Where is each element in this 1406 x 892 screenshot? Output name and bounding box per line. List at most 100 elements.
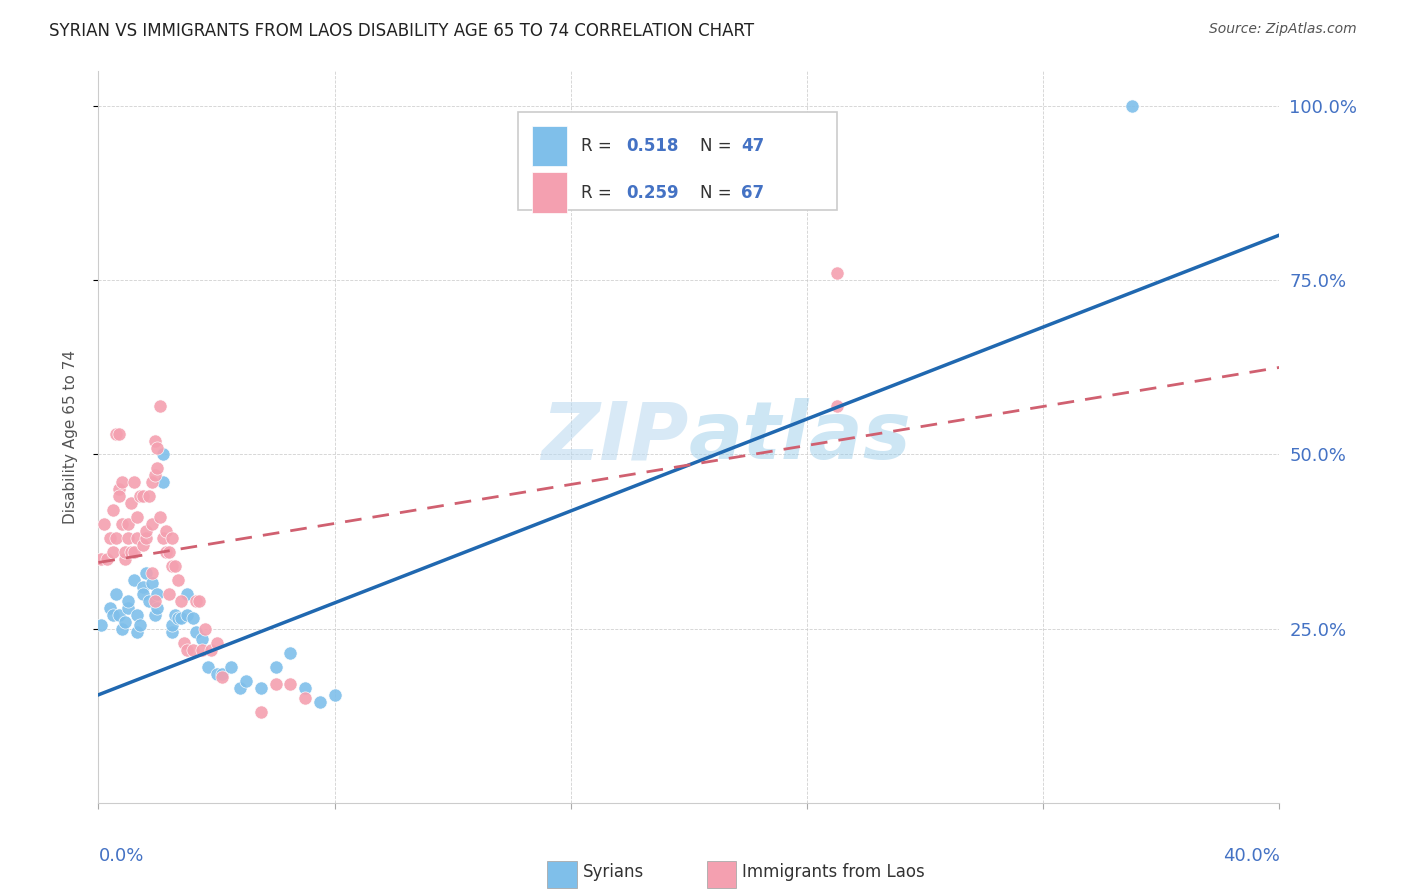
Point	[152, 475, 174, 490]
Point	[128, 489, 150, 503]
Point	[125, 510, 148, 524]
Point	[162, 558, 183, 573]
Point	[132, 538, 155, 552]
Text: 0.259: 0.259	[626, 184, 679, 202]
Point	[135, 524, 157, 538]
Point	[143, 607, 166, 622]
Point	[117, 594, 139, 608]
Point	[128, 618, 150, 632]
Point	[141, 576, 163, 591]
Point	[176, 642, 198, 657]
Point	[105, 426, 128, 441]
Point	[181, 611, 204, 625]
Point	[1121, 99, 1143, 113]
Point	[280, 646, 302, 660]
Point	[221, 660, 243, 674]
Point	[114, 552, 136, 566]
Point	[323, 688, 346, 702]
Point	[122, 545, 145, 559]
Point	[120, 496, 142, 510]
Point	[162, 531, 183, 545]
Point	[165, 558, 187, 573]
Point	[184, 594, 207, 608]
Point	[111, 517, 134, 532]
Point	[96, 552, 118, 566]
Point	[146, 600, 169, 615]
Point	[117, 517, 139, 532]
Point	[146, 461, 169, 475]
Point	[132, 489, 155, 503]
Point	[170, 594, 193, 608]
Point	[114, 545, 136, 559]
Point	[103, 607, 125, 622]
Point	[146, 441, 169, 455]
Point	[132, 587, 155, 601]
Point	[122, 475, 145, 490]
Point	[825, 399, 848, 413]
Point	[138, 489, 160, 503]
Point	[90, 618, 112, 632]
Point	[155, 524, 177, 538]
Point	[211, 667, 233, 681]
Point	[120, 545, 142, 559]
Text: ZIP: ZIP	[541, 398, 689, 476]
Point	[135, 566, 157, 580]
Point	[105, 531, 128, 545]
Point	[250, 681, 273, 695]
Point	[105, 587, 128, 601]
Point	[135, 531, 157, 545]
Text: 40.0%: 40.0%	[1223, 847, 1279, 864]
Point	[143, 594, 166, 608]
Point	[181, 642, 204, 657]
Point	[138, 594, 160, 608]
Point	[157, 545, 180, 559]
Point	[194, 622, 217, 636]
Bar	[531, 126, 567, 166]
Text: N =: N =	[700, 184, 737, 202]
Point	[125, 531, 148, 545]
Point	[205, 667, 228, 681]
Point	[825, 266, 848, 280]
Point	[132, 580, 155, 594]
Bar	[547, 861, 576, 888]
Point	[114, 615, 136, 629]
Point	[280, 677, 302, 691]
Point	[205, 635, 228, 649]
Point	[162, 618, 183, 632]
Point	[173, 635, 195, 649]
Text: Source: ZipAtlas.com: Source: ZipAtlas.com	[1209, 22, 1357, 37]
Point	[111, 622, 134, 636]
Point	[98, 531, 121, 545]
Point	[111, 475, 134, 490]
Y-axis label: Disability Age 65 to 74: Disability Age 65 to 74	[63, 350, 77, 524]
Point	[108, 426, 131, 441]
Text: Immigrants from Laos: Immigrants from Laos	[742, 863, 925, 881]
Point	[108, 607, 131, 622]
Point	[152, 531, 174, 545]
Point	[152, 448, 174, 462]
Point	[125, 607, 148, 622]
Point	[176, 607, 198, 622]
Point	[143, 434, 166, 448]
Point	[200, 642, 222, 657]
Point	[117, 600, 139, 615]
Point	[108, 489, 131, 503]
Point	[125, 625, 148, 640]
Point	[155, 545, 177, 559]
Point	[141, 566, 163, 580]
Point	[191, 642, 214, 657]
Point	[309, 695, 332, 709]
Text: 67: 67	[741, 184, 763, 202]
Point	[250, 705, 273, 719]
Point	[170, 611, 193, 625]
Text: 47: 47	[741, 137, 763, 155]
Point	[149, 399, 172, 413]
Point	[294, 681, 316, 695]
Point	[98, 600, 121, 615]
Point	[141, 517, 163, 532]
Point	[146, 587, 169, 601]
Point	[157, 587, 180, 601]
Point	[141, 475, 163, 490]
FancyBboxPatch shape	[517, 112, 837, 211]
Point	[167, 573, 190, 587]
